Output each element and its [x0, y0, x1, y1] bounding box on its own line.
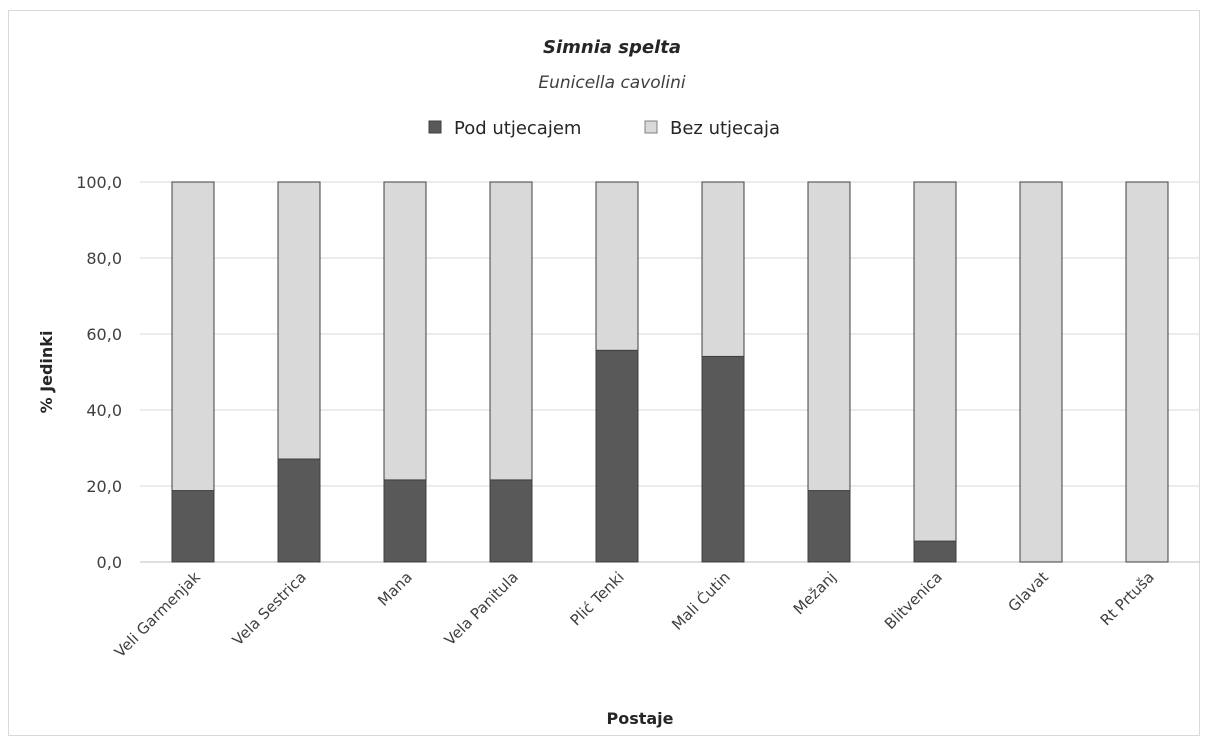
legend-swatch-bez-utjecaja — [644, 120, 658, 134]
x-axis-labels: Veli Garmenjak Vela Sestrica Mana Vela Pani… — [111, 567, 1158, 661]
y-axis-title: % Jedinki — [37, 331, 56, 414]
y-tick-label: 100,0 — [76, 173, 122, 192]
bar-segment-bez-utjecaja — [383, 181, 427, 481]
bar-segment-bez-utjecaja — [1125, 181, 1169, 563]
bar-segment-bez-utjecaja — [913, 181, 957, 542]
bar-segment-pod-utjecajem — [807, 490, 851, 563]
bar-segment-bez-utjecaja — [277, 181, 321, 460]
chart-title: Simnia spelta — [543, 37, 681, 58]
x-tick-label: Blitvenica — [881, 568, 946, 633]
bar-segment-bez-utjecaja — [489, 181, 533, 481]
bar-segment-bez-utjecaja — [1019, 181, 1063, 563]
y-tick-label: 0,0 — [97, 553, 122, 572]
x-tick-label: Vela Sestrica — [229, 568, 310, 649]
x-tick-label: Plić Tenki — [567, 568, 628, 629]
bar-segment-bez-utjecaja — [171, 181, 215, 492]
x-tick-label: Veli Garmenjak — [111, 568, 204, 661]
bar-segment-pod-utjecajem — [277, 458, 321, 563]
bar-segment-bez-utjecaja — [807, 181, 851, 492]
legend-swatch-pod-utjecajem — [428, 120, 442, 134]
x-tick-label: Mežanj — [790, 568, 840, 618]
legend-label-bez-utjecaja: Bez utjecaja — [670, 118, 780, 139]
bar-segment-bez-utjecaja — [595, 181, 639, 351]
x-axis-title: Postaje — [606, 709, 673, 728]
y-tick-label: 20,0 — [86, 477, 122, 496]
chart-frame — [8, 10, 1200, 736]
bar-segment-bez-utjecaja — [701, 181, 745, 357]
legend-label-pod-utjecajem: Pod utjecajem — [454, 118, 581, 139]
x-tick-label: Rt Prtuša — [1097, 568, 1158, 629]
chart-subtitle: Eunicella cavolini — [538, 73, 686, 93]
x-tick-label: Mali Ćutin — [668, 567, 734, 633]
bar-segment-pod-utjecajem — [489, 479, 533, 563]
bar-segment-pod-utjecajem — [171, 490, 215, 563]
y-tick-label: 40,0 — [86, 401, 122, 420]
bar-segment-pod-utjecajem — [913, 540, 957, 563]
bar-segment-pod-utjecajem — [383, 479, 427, 563]
x-tick-label: Mana — [374, 568, 416, 610]
bar-segment-pod-utjecajem — [595, 349, 639, 563]
x-tick-label: Glavat — [1004, 568, 1051, 615]
bars — [171, 181, 1169, 563]
bar-segment-pod-utjecajem — [701, 355, 745, 563]
y-tick-label: 80,0 — [86, 249, 122, 268]
legend: Pod utjecajem Bez utjecaja — [428, 118, 780, 139]
y-axis-ticks: 0,0 20,0 40,0 60,0 80,0 100,0 — [76, 173, 122, 572]
x-tick-label: Vela Panitula — [441, 568, 522, 649]
y-tick-label: 60,0 — [86, 325, 122, 344]
